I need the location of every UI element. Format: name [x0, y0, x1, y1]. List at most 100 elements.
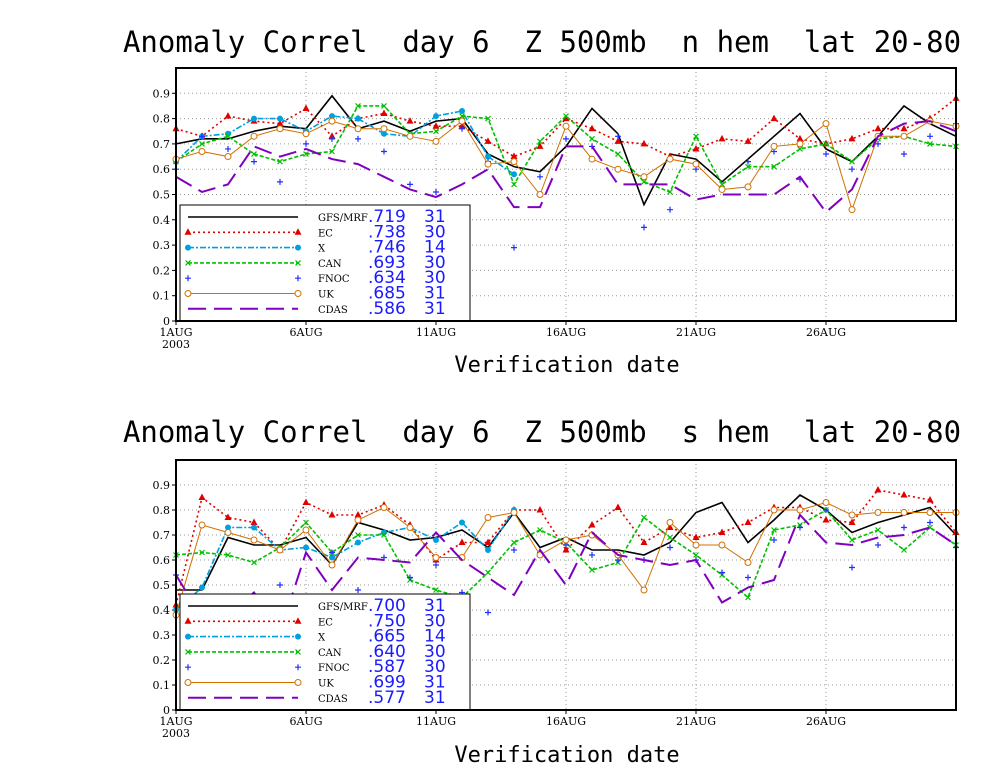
data-point	[303, 519, 309, 526]
data-point	[693, 552, 699, 558]
legend-marker	[185, 275, 191, 282]
data-point	[329, 113, 335, 120]
data-point	[329, 135, 335, 142]
data-point	[328, 132, 336, 139]
data-point	[199, 549, 205, 556]
legend-series-name: FNOC	[318, 274, 350, 285]
data-point	[693, 133, 699, 140]
legend-marker	[185, 259, 191, 266]
data-point	[251, 151, 257, 157]
data-point	[614, 503, 622, 510]
legend-count-value: 31	[424, 299, 446, 319]
legend-marker	[185, 664, 191, 671]
data-point	[224, 529, 232, 536]
data-point	[250, 518, 258, 525]
data-point	[225, 552, 231, 558]
nhem-y-tick-label: 0	[163, 315, 170, 328]
nhem-plot-frame	[175, 67, 957, 322]
nhem-x-tick-label: 1AUG	[160, 326, 193, 339]
data-point	[640, 173, 648, 181]
data-point	[588, 124, 596, 132]
data-point	[718, 185, 726, 193]
data-point	[875, 527, 881, 533]
legend-box	[179, 204, 471, 322]
shem-x-tick-label: 6AUG	[290, 715, 323, 728]
data-point	[433, 128, 439, 135]
shem-x-tick-label: 26AUG	[806, 715, 846, 728]
data-point	[355, 587, 361, 593]
legend-series-name: X	[318, 633, 326, 644]
nhem-series-cdas	[175, 120, 957, 214]
legend-count-value: 30	[424, 268, 446, 288]
legend-mean-value: .586	[368, 299, 406, 319]
data-point	[303, 544, 309, 551]
legend-count-value: 30	[424, 611, 446, 631]
legend-mean-value: .577	[368, 688, 406, 708]
data-point	[432, 554, 440, 561]
data-point	[615, 133, 621, 140]
data-point	[485, 115, 491, 122]
legend-box	[179, 593, 471, 711]
data-point	[822, 499, 830, 506]
data-point	[562, 122, 570, 130]
data-point	[563, 135, 569, 142]
shem-series-uk	[172, 499, 960, 619]
data-point	[407, 574, 413, 581]
data-point	[692, 533, 700, 540]
data-point	[277, 158, 283, 165]
data-point	[901, 547, 907, 553]
data-point	[485, 609, 491, 616]
nhem-x-axis-label: Verification date	[454, 353, 679, 378]
shem-y-tick-label: 0.1	[153, 679, 171, 692]
data-point	[328, 117, 336, 125]
data-point	[277, 582, 283, 588]
data-point	[458, 122, 466, 129]
data-point	[745, 574, 751, 581]
data-point	[354, 125, 362, 133]
legend-entry: GFS/MRF .700 31	[188, 596, 446, 616]
legend-count-value: 30	[424, 657, 446, 677]
data-point	[199, 584, 205, 591]
legend-series-name: EC	[318, 228, 333, 239]
legend-mean-value: .750	[368, 611, 406, 631]
data-point	[537, 138, 543, 145]
legend-entry: FNOC .634 30	[185, 268, 446, 288]
legend-marker	[294, 679, 302, 686]
legend-entry: FNOC .587 30	[185, 657, 446, 677]
nhem-y-tick-label: 0.5	[153, 189, 171, 202]
data-point	[302, 104, 310, 111]
data-point	[640, 538, 648, 545]
data-point	[484, 514, 492, 521]
data-point	[849, 537, 855, 543]
data-point	[926, 496, 934, 503]
data-point	[875, 140, 881, 147]
data-point	[744, 518, 752, 525]
data-point	[381, 532, 387, 538]
legend-count-value: 31	[424, 596, 446, 616]
data-point	[900, 491, 908, 498]
nhem-x-tick-year: 2003	[162, 338, 190, 351]
legend-series-name: UK	[318, 679, 334, 690]
data-point	[329, 148, 335, 155]
data-point	[745, 163, 751, 170]
nhem-x-tick-label: 6AUG	[290, 326, 323, 339]
data-point	[849, 564, 855, 571]
data-point	[355, 103, 361, 109]
data-point	[744, 559, 752, 566]
data-point	[433, 562, 439, 568]
series-line	[175, 513, 957, 635]
data-point	[328, 561, 336, 569]
nhem-x-tick-label: 21AUG	[676, 326, 716, 339]
data-point	[485, 569, 491, 576]
shem-y-tick-label: 0.6	[153, 554, 171, 567]
data-point	[640, 139, 648, 147]
data-point	[354, 516, 362, 524]
series-line	[175, 120, 957, 214]
data-point	[224, 513, 232, 520]
legend-entry: GFS/MRF .719 31	[188, 207, 446, 227]
legend-series-name: GFS/MRF	[318, 602, 368, 613]
data-point	[406, 132, 414, 140]
data-point	[849, 166, 855, 173]
legend-entry: EC .750 30	[184, 611, 446, 631]
nhem-y-tick-label: 0.7	[153, 138, 171, 151]
